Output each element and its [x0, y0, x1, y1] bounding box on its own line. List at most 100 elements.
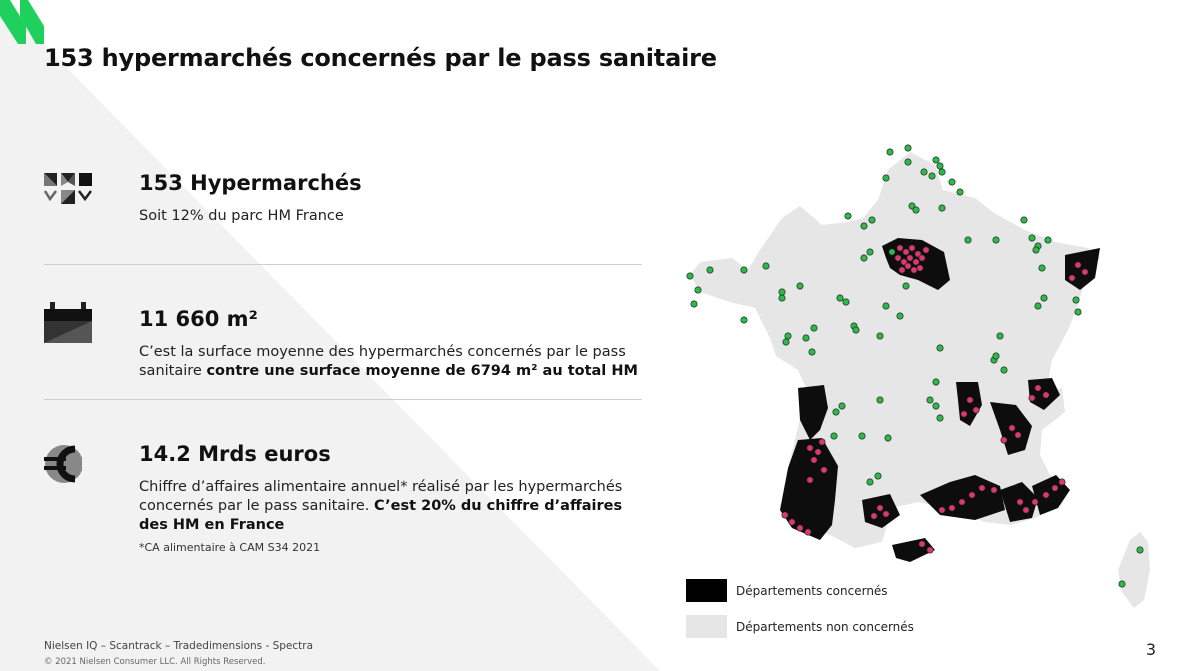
store-marker: [912, 206, 920, 214]
store-marker: [932, 378, 940, 386]
store-marker: [966, 396, 974, 404]
store-marker: [1034, 384, 1042, 392]
store-marker: [926, 546, 934, 554]
store-marker: [1044, 236, 1052, 244]
store-marker: [1000, 436, 1008, 444]
store-marker: [1051, 484, 1059, 492]
store-marker: [778, 294, 786, 302]
legend-label: Départements concernés: [736, 583, 888, 598]
store-marker: [964, 236, 972, 244]
store-marker: [1042, 491, 1050, 499]
stat-heading: 153 Hypermarchés: [139, 171, 362, 195]
store-marker: [1028, 234, 1036, 242]
legend-swatch-grey: [686, 615, 727, 638]
store-marker: [868, 216, 876, 224]
store-marker: [918, 254, 926, 262]
store-marker: [912, 258, 920, 266]
legend-item-concerned: Départements concernés: [686, 579, 888, 602]
store-marker: [902, 282, 910, 290]
store-marker: [860, 254, 868, 262]
store-marker: [920, 168, 928, 176]
store-marker: [896, 244, 904, 252]
store-marker: [784, 332, 792, 340]
france-map: [686, 144, 1150, 608]
store-marker: [1040, 294, 1048, 302]
department-gironde-landes: [780, 438, 838, 540]
divider: [44, 399, 642, 400]
department-charente-maritime: [798, 385, 828, 440]
store-marker: [806, 444, 814, 452]
legend-label: Départements non concernés: [736, 619, 914, 634]
store-marker: [1038, 264, 1046, 272]
store-marker: [1016, 498, 1024, 506]
store-marker: [908, 244, 916, 252]
store-marker: [904, 144, 912, 152]
stat-heading: 11 660 m²: [139, 307, 258, 331]
stat-description: C’est la surface moyenne des hypermarché…: [139, 343, 649, 381]
store-marker: [842, 298, 850, 306]
store-marker: [906, 254, 914, 262]
store-marker: [860, 222, 868, 230]
store-marker: [1034, 302, 1042, 310]
desc-bold: C’est 20% du chiffre d’affaires des HM e…: [139, 498, 623, 533]
store-marker: [904, 262, 912, 270]
store-marker: [1136, 546, 1144, 554]
store-marker: [820, 466, 828, 474]
store-marker: [706, 266, 714, 274]
stat-description: Chiffre d’affaires alimentaire annuel* r…: [139, 478, 645, 535]
store-marker: [992, 236, 1000, 244]
store-marker: [1032, 246, 1040, 254]
store-marker: [886, 148, 894, 156]
stat-heading: 14.2 Mrds euros: [139, 442, 331, 466]
store-marker: [918, 540, 926, 548]
store-marker: [882, 510, 890, 518]
store-marker: [796, 282, 804, 290]
store-marker: [992, 352, 1000, 360]
stat-revenue: 14.2 Mrds euros Chiffre d’affaires alime…: [139, 442, 645, 554]
store-marker: [1072, 296, 1080, 304]
store-marker: [836, 294, 844, 302]
hypermarket-logo-icon: [44, 173, 92, 204]
store-marker: [740, 316, 748, 324]
store-marker: [832, 408, 840, 416]
store-marker: [818, 438, 826, 446]
store-marker: [938, 506, 946, 514]
store-marker: [810, 456, 818, 464]
store-marker: [782, 338, 790, 346]
store-marker: [806, 476, 814, 484]
store-marker: [936, 162, 944, 170]
store-marker: [876, 332, 884, 340]
stat-description: Soit 12% du parc HM France: [139, 208, 344, 224]
store-marker: [956, 188, 964, 196]
euro-icon: [44, 445, 82, 483]
store-marker: [876, 396, 884, 404]
desc-text: C’est la surface moyenne des hypermarché…: [139, 344, 626, 379]
store-marker: [1074, 308, 1082, 316]
store-marker: [882, 174, 890, 182]
store-marker: [904, 158, 912, 166]
store-marker: [870, 512, 878, 520]
store-marker: [898, 266, 906, 274]
store-marker: [882, 302, 890, 310]
store-marker: [1020, 216, 1028, 224]
store-marker: [884, 434, 892, 442]
brand-logo: [0, 0, 44, 44]
store-marker: [808, 348, 816, 356]
store-marker: [896, 312, 904, 320]
store-marker: [1074, 261, 1082, 269]
store-marker: [1068, 274, 1076, 282]
store-marker: [690, 300, 698, 308]
store-marker: [902, 248, 910, 256]
store-marker: [996, 332, 1004, 340]
store-marker: [830, 432, 838, 440]
stores-concerned: [781, 244, 1089, 554]
store-marker: [686, 272, 694, 280]
store-marker: [968, 491, 976, 499]
store-marker: [1014, 431, 1022, 439]
store-marker: [838, 402, 846, 410]
store-marker: [990, 486, 998, 494]
store-marker: [1118, 580, 1126, 588]
store-marker: [788, 518, 796, 526]
store-marker: [960, 410, 968, 418]
